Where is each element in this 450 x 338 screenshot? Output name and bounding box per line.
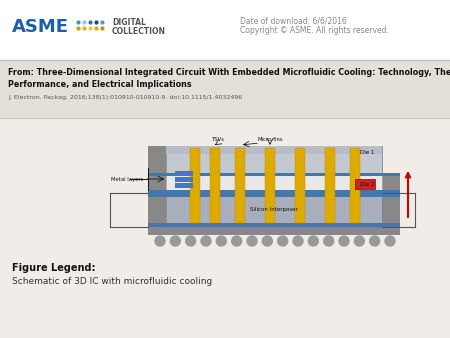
Text: Copyright © ASME. All rights reserved.: Copyright © ASME. All rights reserved. (240, 26, 389, 35)
Text: COLLECTION: COLLECTION (112, 27, 166, 36)
Circle shape (171, 236, 180, 246)
Bar (235, 148, 245, 223)
Circle shape (186, 236, 196, 246)
Circle shape (232, 236, 242, 246)
Circle shape (339, 236, 349, 246)
Bar (166, 146, 382, 154)
Text: Die 1: Die 1 (360, 149, 374, 154)
Bar (355, 179, 375, 189)
Circle shape (247, 236, 257, 246)
Bar (175, 171, 193, 176)
Bar (265, 148, 275, 223)
Text: Die 2: Die 2 (360, 182, 374, 187)
Text: Performance, and Electrical Implications: Performance, and Electrical Implications (8, 80, 192, 89)
Bar (0, 60, 450, 118)
Text: Micro-fins: Micro-fins (257, 137, 283, 142)
Circle shape (385, 236, 395, 246)
Bar (148, 227, 400, 235)
Circle shape (155, 236, 165, 246)
Bar (148, 223, 400, 227)
Circle shape (354, 236, 365, 246)
Bar (166, 193, 382, 227)
Circle shape (369, 236, 380, 246)
Bar (295, 148, 305, 223)
Text: Figure Legend:: Figure Legend: (12, 263, 95, 273)
Bar (325, 148, 335, 223)
Circle shape (201, 236, 211, 246)
Text: Metal layers: Metal layers (111, 176, 143, 182)
Text: From: Three-Dimensional Integrated Circuit With Embedded Microfluidic Cooling: T: From: Three-Dimensional Integrated Circu… (8, 68, 450, 77)
Text: TSVs: TSVs (212, 137, 225, 142)
Bar (166, 173, 382, 193)
Bar (0, 0, 450, 60)
Bar (148, 190, 400, 193)
Bar (166, 146, 382, 173)
Text: ASME: ASME (12, 18, 69, 36)
Bar (210, 148, 220, 223)
Circle shape (293, 236, 303, 246)
Circle shape (324, 236, 333, 246)
Circle shape (308, 236, 318, 246)
Text: Silicon Interposer: Silicon Interposer (250, 208, 298, 213)
Circle shape (216, 236, 226, 246)
Bar (148, 173, 400, 176)
Bar (175, 183, 193, 188)
Text: J. Electron. Packag. 2016;138(1):010910-010910-9. doi:10.1115/1.4032496: J. Electron. Packag. 2016;138(1):010910-… (8, 95, 242, 100)
Bar (382, 173, 400, 235)
Text: Date of download: 6/6/2016: Date of download: 6/6/2016 (240, 16, 347, 25)
Circle shape (278, 236, 288, 246)
Text: Schematic of 3D IC with microfluidic cooling: Schematic of 3D IC with microfluidic coo… (12, 277, 212, 286)
Bar (148, 146, 166, 235)
Bar (175, 177, 193, 182)
Bar (148, 193, 400, 197)
Circle shape (262, 236, 272, 246)
Bar (190, 148, 200, 223)
Bar (350, 148, 360, 223)
Text: DIGITAL: DIGITAL (112, 18, 146, 27)
